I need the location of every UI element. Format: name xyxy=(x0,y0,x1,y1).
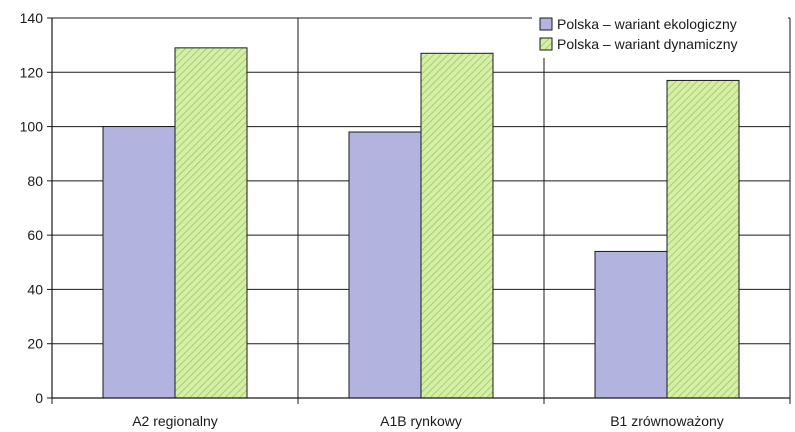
legend-swatch-ekologiczny xyxy=(539,17,553,31)
x-category-label: A1B rynkowy xyxy=(380,413,462,429)
bar-dynamiczny-2 xyxy=(666,79,740,399)
bar-ekologiczny-1 xyxy=(348,131,422,399)
legend-label-dynamiczny: Polska – wariant dynamiczny xyxy=(557,36,738,52)
y-tick-label: 60 xyxy=(27,227,43,243)
y-tick-label: 20 xyxy=(27,336,43,352)
axes: 0 20 40 60 80 100 120 140 A2 regionalny A1B rynko… xyxy=(20,10,791,429)
y-tick-label: 140 xyxy=(20,10,44,26)
legend-label-ekologiczny: Polska – wariant ekologiczny xyxy=(557,16,737,32)
y-tick-label: 120 xyxy=(20,64,44,80)
y-tick-label: 0 xyxy=(35,390,43,406)
x-category-label: B1 zrównoważony xyxy=(610,413,724,429)
bar-ekologiczny-2 xyxy=(594,250,668,399)
x-category-label: A2 regionalny xyxy=(132,413,218,429)
bar-ekologiczny-0 xyxy=(102,126,176,399)
bar-dynamiczny-0 xyxy=(174,47,248,399)
bar-dynamiczny-1 xyxy=(420,52,494,399)
legend: Polska – wariant ekologiczny Polska – wa… xyxy=(532,10,788,58)
legend-background xyxy=(532,10,788,58)
y-tick-label: 40 xyxy=(27,281,43,297)
legend-swatch-dynamiczny xyxy=(539,37,553,51)
y-tick-label: 80 xyxy=(27,173,43,189)
bars xyxy=(102,47,740,399)
y-tick-label: 100 xyxy=(20,119,44,135)
